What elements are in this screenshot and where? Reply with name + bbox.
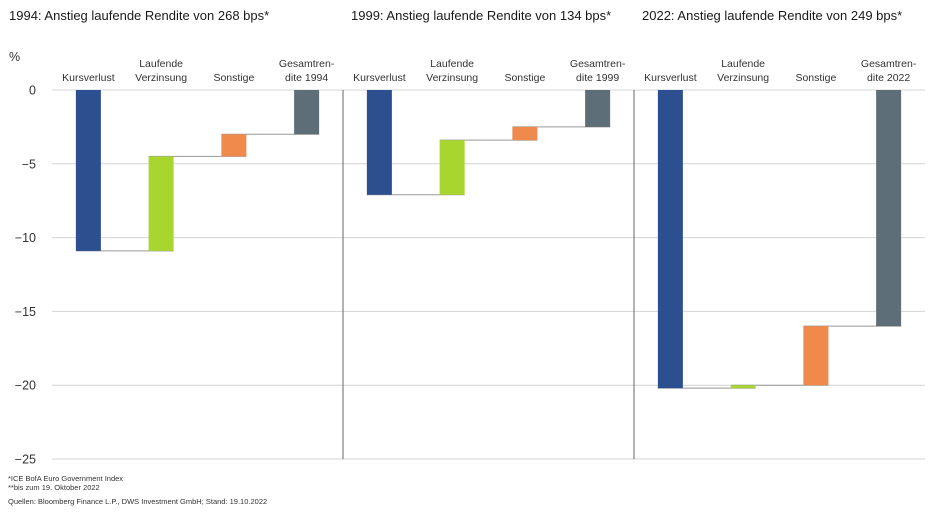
category-label: Sonstige [795,72,836,84]
category-label: Kursverlust [644,72,697,84]
waterfall-bar [439,140,465,195]
waterfall-bar [148,156,174,251]
waterfall-bar [585,90,611,127]
panel-title: 1999: Anstieg laufende Rendite von 134 b… [351,8,611,23]
y-tick-label: −20 [15,379,36,393]
waterfall-bar [294,90,320,135]
waterfall-chart: 0 −5 −10 −15 −20 −25% 1994: Anstieg laufende R… [9,8,925,467]
category-label: Kursverlust [62,72,115,84]
waterfall-bar [512,126,538,141]
panel-title: 2022: Anstieg laufende Rendite von 249 b… [642,8,902,23]
waterfall-bar [75,90,101,251]
y-tick-label: −5 [22,157,36,171]
category-label: Laufende [721,58,765,70]
panel-title: 1994: Anstieg laufende Rendite von 268 b… [9,8,269,23]
waterfall-bar [657,90,683,389]
footnote-sources: Quellen: Bloomberg Finance L.P., DWS Inv… [8,497,268,506]
waterfall-bar [803,326,829,386]
category-label: dite 1999 [576,72,619,84]
y-unit-label: % [9,50,20,64]
category-label: Laufende [139,58,183,70]
category-label: dite 2022 [867,72,910,84]
category-label: Verzinsung [135,72,187,84]
y-tick-label: −15 [15,305,36,319]
waterfall-bar [876,90,902,327]
footnote-index: *ICE BofA Euro Government Index [8,474,124,483]
category-label: Verzinsung [426,72,478,84]
category-label: dite 1994 [285,72,328,84]
y-tick-label: −10 [15,231,36,245]
category-label: Verzinsung [717,72,769,84]
y-tick-label: 0 [29,84,36,98]
waterfall-bar [366,90,392,195]
category-label: Kursverlust [353,72,406,84]
category-label: Gesamtren- [279,58,335,70]
category-label: Gesamtren- [570,58,626,70]
waterfall-bar [730,385,756,389]
footnote-date: **bis zum 19. Oktober 2022 [8,483,100,492]
waterfall-bar [221,134,247,157]
category-label: Sonstige [504,72,545,84]
category-label: Sonstige [213,72,254,84]
category-label: Gesamtren- [861,58,917,70]
y-tick-label: −25 [15,453,36,467]
category-label: Laufende [430,58,474,70]
